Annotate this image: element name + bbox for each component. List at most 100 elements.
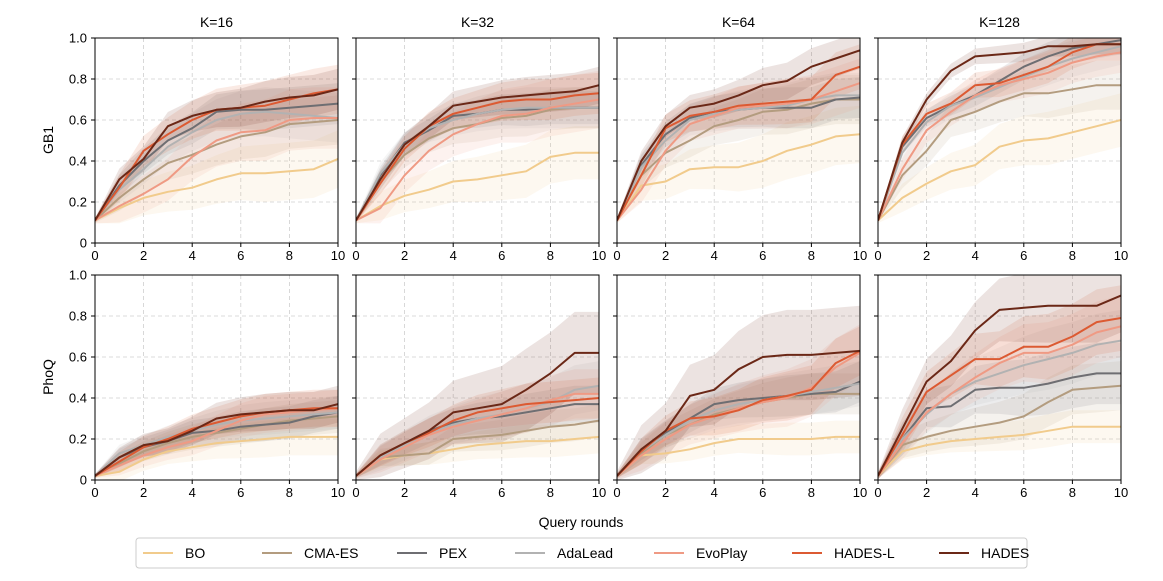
y-tick-label: 0.4: [69, 391, 87, 406]
band-cma-es: [356, 87, 599, 223]
line-hades-l: [878, 317, 1121, 477]
band-hades-l: [878, 285, 1121, 480]
subplot-phoq-k-128: 0 2 4 6 8 10: [874, 274, 1128, 500]
y-tick-label: 0.6: [69, 350, 87, 365]
legend-items: BO CMA-ES PEX AdaLead EvoPlay HADES-L HADES: [143, 545, 1029, 561]
y-tick-label: 1.0: [69, 268, 87, 283]
line-adalead: [617, 382, 860, 477]
panel-title-k-64: K=64: [722, 14, 755, 30]
line-adalead: [878, 45, 1121, 221]
band-bo: [95, 418, 338, 480]
band-cma-es: [617, 74, 860, 223]
line-hades: [356, 84, 599, 221]
band-hades: [95, 68, 338, 223]
x-axis-label: Query rounds: [539, 514, 624, 530]
x-tick-label: 6: [498, 485, 505, 500]
line-evoplay: [95, 117, 338, 222]
line-bo: [617, 435, 860, 477]
subplot-gb1-k-32: 0 2 4 6 8 10 K=32: [352, 14, 606, 263]
x-tick-label: 10: [1114, 485, 1128, 500]
x-tick-label: 8: [1069, 485, 1076, 500]
x-tick-label: 6: [1020, 248, 1027, 263]
axes-frame: [877, 37, 1122, 244]
subplot-gb1-k-16: 0 2 4 6 8 10 0 0.2 0.4 0.6 0.8 1.0 K=16: [69, 14, 345, 263]
band-cma-es: [878, 60, 1121, 223]
band-evoplay: [95, 87, 338, 224]
x-tick-label: 10: [331, 485, 345, 500]
band-hades: [617, 305, 860, 480]
line-adalead: [95, 110, 338, 222]
line-pex: [878, 372, 1121, 477]
legend-label: HADES: [981, 545, 1029, 561]
legend-label: AdaLead: [557, 545, 613, 561]
line-cma-es: [617, 98, 860, 221]
band-evoplay: [356, 369, 599, 479]
band-cma-es: [878, 361, 1121, 479]
y-tick-label: 0: [80, 236, 87, 251]
panel-title-k-128: K=128: [979, 14, 1020, 30]
line-hades: [95, 403, 338, 477]
band-pex: [617, 361, 860, 478]
x-tick-label: 2: [140, 485, 147, 500]
x-tick-label: 2: [923, 248, 930, 263]
legend-label: EvoPlay: [696, 545, 747, 561]
panel-title-k-32: K=32: [461, 14, 494, 30]
band-bo: [356, 126, 599, 224]
line-cma-es: [878, 384, 1121, 477]
line-hades: [356, 351, 599, 477]
subplot-phoq-k-64: 0 2 4 6 8 10: [613, 274, 867, 500]
line-hades: [617, 349, 860, 477]
y-tick-label: 0.4: [69, 154, 87, 169]
subplot-gb1-k-128: 0 2 4 6 8 10 K=128: [874, 14, 1128, 263]
x-tick-label: 0: [874, 248, 881, 263]
legend-item-evoplay: EvoPlay: [654, 545, 747, 561]
legend-item-hades-l: HADES-L: [792, 545, 895, 561]
axes-frame: [355, 274, 600, 481]
band-bo: [617, 420, 860, 478]
line-evoplay: [95, 407, 338, 477]
band-evoplay: [878, 38, 1121, 223]
x-tick-label: 6: [759, 485, 766, 500]
legend-label: PEX: [439, 545, 468, 561]
band-bo: [878, 93, 1121, 224]
band-pex: [356, 385, 599, 478]
line-adalead: [356, 106, 599, 221]
plot-area: [878, 275, 1121, 480]
x-tick-label: 0: [613, 485, 620, 500]
line-bo: [95, 157, 338, 222]
line-evoplay: [356, 392, 599, 477]
line-hades: [95, 88, 338, 221]
legend: BO CMA-ES PEX AdaLead EvoPlay HADES-L HADES: [135, 537, 1029, 569]
legend-label: BO: [185, 545, 205, 561]
subplot-gb1-k-64: 0 2 4 6 8 10 K=64: [613, 14, 867, 263]
x-tick-label: 8: [1069, 248, 1076, 263]
y-tick-label: 0.2: [69, 195, 87, 210]
line-evoplay: [356, 98, 599, 222]
band-pex: [356, 91, 599, 223]
band-hades: [878, 275, 1121, 480]
band-adalead: [95, 395, 338, 478]
x-tick-label: 2: [140, 248, 147, 263]
x-tick-label: 8: [808, 485, 815, 500]
line-cma-es: [878, 84, 1121, 221]
band-pex: [878, 342, 1121, 479]
x-tick-label: 0: [91, 485, 98, 500]
plot-area: [617, 38, 860, 224]
line-bo: [95, 435, 338, 477]
legend-item-cma-es: CMA-ES: [262, 545, 358, 561]
x-tick-label: 6: [237, 248, 244, 263]
line-pex: [95, 102, 338, 221]
axes-frame: [877, 274, 1122, 481]
band-cma-es: [356, 404, 599, 478]
band-bo: [617, 105, 860, 224]
band-adalead: [95, 87, 338, 223]
line-adalead: [617, 94, 860, 221]
band-cma-es: [617, 373, 860, 478]
band-pex: [95, 395, 338, 478]
line-adalead: [95, 411, 338, 477]
subplot-phoq-k-16: 0 2 4 6 8 10 0 0.2 0.4 0.6 0.8 1.0: [69, 268, 345, 501]
panel-title-k-16: K=16: [200, 14, 233, 30]
x-tick-label: 10: [853, 248, 867, 263]
band-evoplay: [617, 324, 860, 479]
